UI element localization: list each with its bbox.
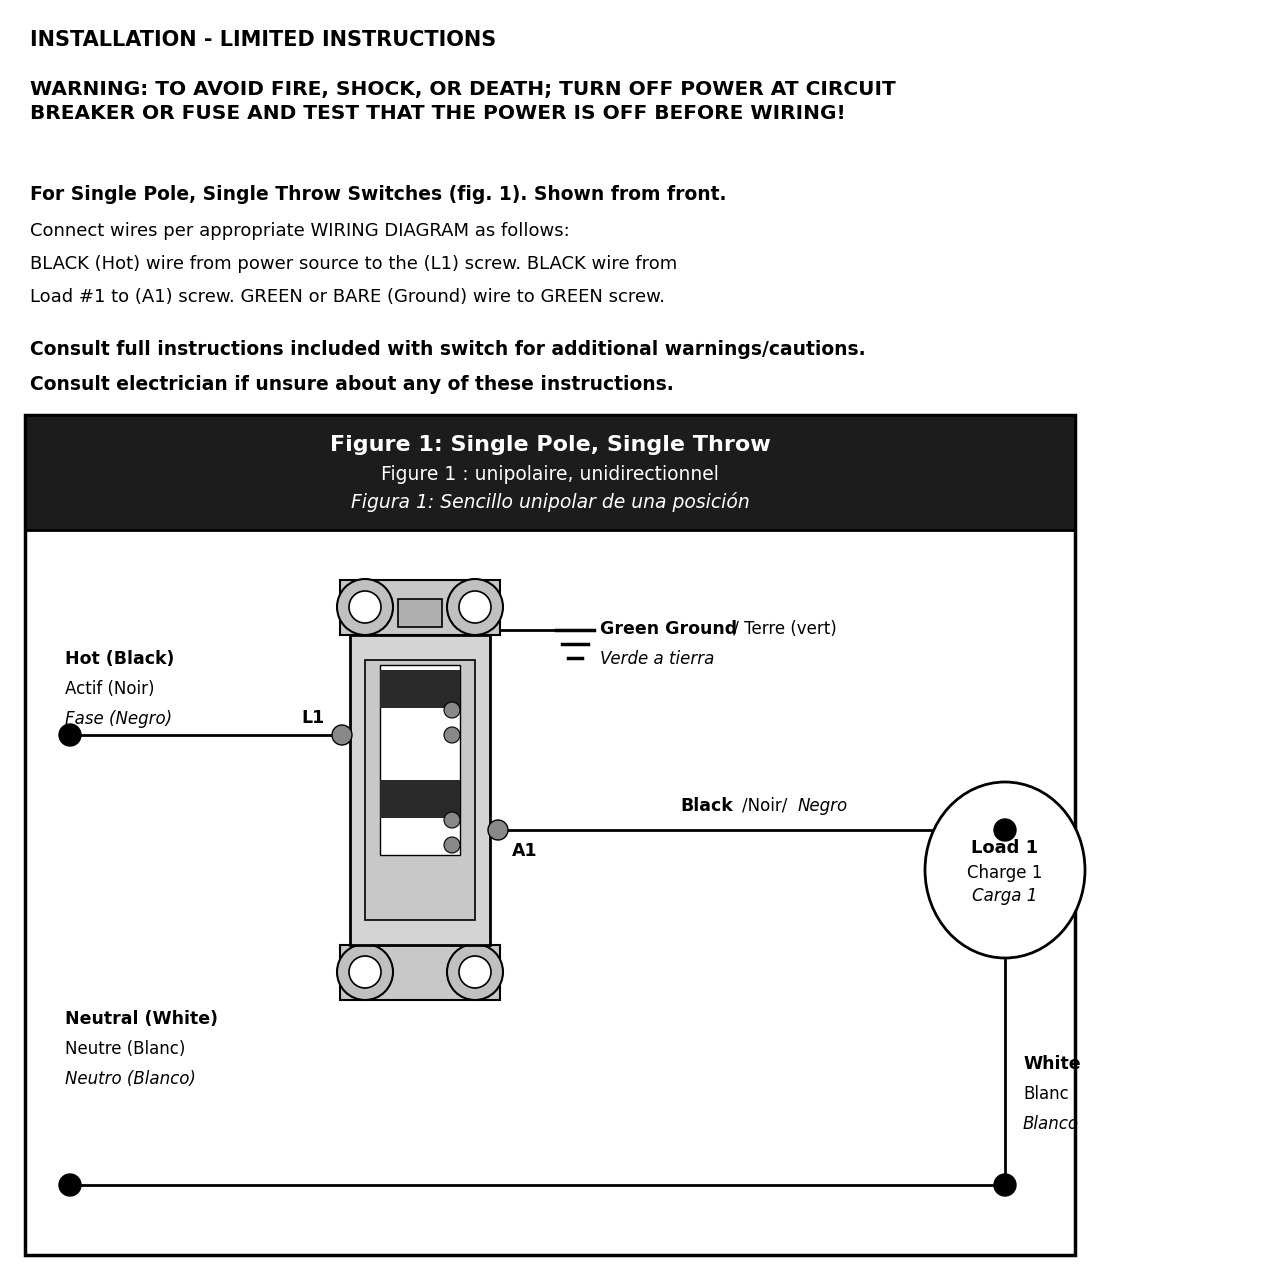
Circle shape — [349, 591, 381, 623]
Text: BLACK (Hot) wire from power source to the (L1) screw. BLACK wire from: BLACK (Hot) wire from power source to th… — [29, 255, 677, 273]
Text: Hot (Black): Hot (Black) — [65, 650, 174, 668]
Circle shape — [349, 956, 381, 988]
Text: Neutro (Blanco): Neutro (Blanco) — [65, 1070, 196, 1088]
Text: Fase (Negro): Fase (Negro) — [65, 710, 172, 728]
Text: Load 1: Load 1 — [972, 838, 1038, 858]
Text: / Terre (vert): / Terre (vert) — [728, 620, 837, 637]
Bar — [26, 415, 1075, 1254]
Circle shape — [337, 579, 393, 635]
Circle shape — [332, 724, 352, 745]
Text: Figure 1: Single Pole, Single Throw: Figure 1: Single Pole, Single Throw — [330, 435, 771, 454]
Bar — [380, 780, 460, 818]
Text: Neutre (Blanc): Neutre (Blanc) — [65, 1039, 186, 1059]
Text: Blanco: Blanco — [1023, 1115, 1079, 1133]
Bar — [380, 666, 460, 855]
Circle shape — [444, 727, 460, 742]
Bar — [26, 415, 1075, 530]
Bar — [340, 580, 500, 635]
Bar — [398, 599, 442, 627]
Text: Consult electrician if unsure about any of these instructions.: Consult electrician if unsure about any … — [29, 375, 673, 394]
Text: Charge 1: Charge 1 — [968, 864, 1043, 882]
Circle shape — [444, 837, 460, 852]
Text: Carga 1: Carga 1 — [973, 887, 1038, 905]
Text: L1: L1 — [302, 709, 325, 727]
Bar — [365, 660, 475, 920]
Text: Blanc: Blanc — [1023, 1085, 1069, 1103]
Text: Actif (Noir): Actif (Noir) — [65, 680, 155, 698]
Circle shape — [995, 819, 1016, 841]
Text: Figure 1 : unipolaire, unidirectionnel: Figure 1 : unipolaire, unidirectionnel — [381, 465, 719, 484]
Circle shape — [447, 579, 503, 635]
Circle shape — [59, 724, 81, 746]
Text: Green Ground: Green Ground — [600, 620, 737, 637]
Circle shape — [460, 591, 492, 623]
Text: Negro: Negro — [797, 797, 849, 815]
Ellipse shape — [925, 782, 1085, 957]
Text: INSTALLATION - LIMITED INSTRUCTIONS: INSTALLATION - LIMITED INSTRUCTIONS — [29, 29, 497, 50]
Text: WARNING: TO AVOID FIRE, SHOCK, OR DEATH; TURN OFF POWER AT CIRCUIT
BREAKER OR FU: WARNING: TO AVOID FIRE, SHOCK, OR DEATH;… — [29, 79, 896, 123]
Text: White: White — [1023, 1055, 1080, 1073]
Circle shape — [460, 956, 492, 988]
Text: A1: A1 — [512, 842, 538, 860]
Text: Load #1 to (A1) screw. GREEN or BARE (Ground) wire to GREEN screw.: Load #1 to (A1) screw. GREEN or BARE (Gr… — [29, 288, 666, 306]
Bar — [349, 635, 490, 945]
Text: /Noir/: /Noir/ — [742, 797, 787, 815]
Bar — [380, 669, 460, 708]
Bar — [340, 945, 500, 1000]
Text: Neutral (White): Neutral (White) — [65, 1010, 218, 1028]
Circle shape — [444, 812, 460, 828]
Text: Figura 1: Sencillo unipolar de una posición: Figura 1: Sencillo unipolar de una posic… — [351, 492, 749, 512]
Text: For Single Pole, Single Throw Switches (fig. 1). Shown from front.: For Single Pole, Single Throw Switches (… — [29, 186, 727, 204]
Circle shape — [995, 1174, 1016, 1196]
Text: Verde a tierra: Verde a tierra — [600, 650, 714, 668]
Text: Connect wires per appropriate WIRING DIAGRAM as follows:: Connect wires per appropriate WIRING DIA… — [29, 221, 570, 241]
Circle shape — [337, 945, 393, 1000]
Circle shape — [447, 945, 503, 1000]
Circle shape — [488, 820, 508, 840]
Circle shape — [59, 1174, 81, 1196]
Circle shape — [444, 701, 460, 718]
Text: Consult full instructions included with switch for additional warnings/cautions.: Consult full instructions included with … — [29, 340, 865, 358]
Text: Black: Black — [680, 797, 732, 815]
